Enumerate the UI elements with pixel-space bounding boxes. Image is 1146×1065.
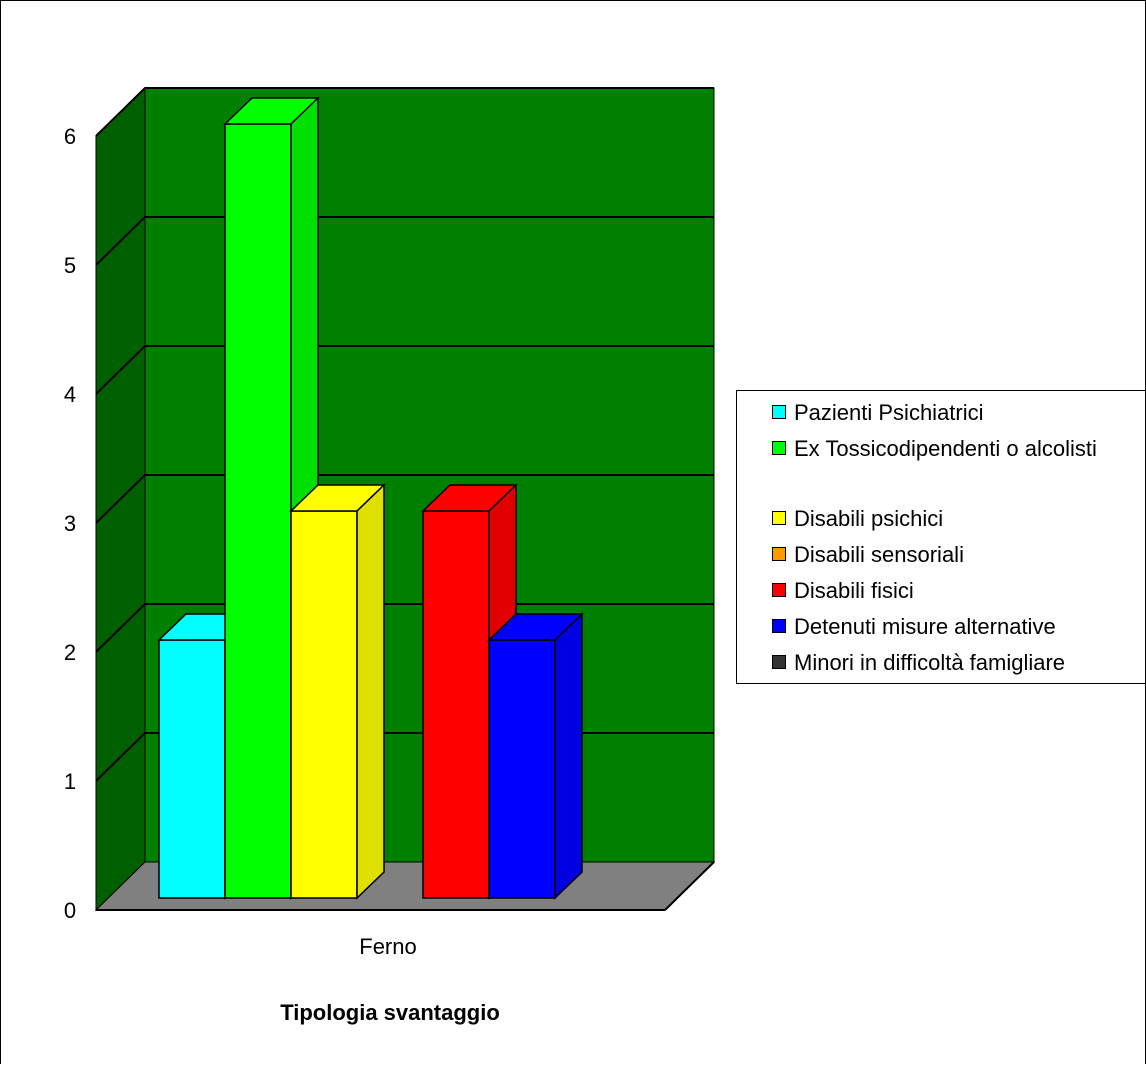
- gridline: [95, 474, 714, 524]
- y-tick-label: 4: [64, 382, 76, 407]
- bar-front: [158, 639, 226, 899]
- legend-item: Disabili sensoriali: [737, 541, 1114, 569]
- legend-label: Disabili sensoriali: [794, 542, 964, 567]
- legend: Pazienti Psichiatrici Ex Tossicodipendent…: [736, 390, 1146, 684]
- y-tick-label: 3: [64, 511, 76, 536]
- legend-item: Disabili psichici: [737, 505, 1114, 533]
- y-tick-label: 0: [64, 898, 76, 923]
- legend-label: Disabili psichici: [794, 506, 944, 531]
- legend-swatch: [772, 547, 786, 561]
- x-category-label: Ferno: [359, 934, 416, 959]
- legend-label: Minori in difficoltà famigliare: [794, 650, 1066, 675]
- bar-side: [554, 612, 583, 900]
- legend-swatch: [772, 583, 786, 597]
- bar-front: [488, 639, 556, 899]
- legend-swatch: [772, 619, 786, 633]
- y-tick-label: 6: [64, 124, 76, 149]
- bar-front: [422, 510, 490, 899]
- legend-label: Pazienti Psichiatrici: [794, 400, 984, 425]
- legend-label: Disabili fisici: [794, 578, 914, 603]
- legend-item: Disabili fisici: [737, 577, 1114, 605]
- bar-3: [289, 483, 386, 900]
- legend-swatch: [772, 441, 786, 455]
- y-axis-ticks: 0 1 2 3 4 5 6: [64, 124, 76, 923]
- gridline: [95, 603, 714, 653]
- bar-front: [290, 510, 358, 899]
- legend-swatch: [772, 511, 786, 525]
- bar-side: [356, 483, 385, 900]
- y-tick-label: 1: [64, 769, 76, 794]
- x-axis-title: Tipologia svantaggio: [280, 1000, 500, 1025]
- legend-label: Detenuti misure alternative: [794, 614, 1056, 639]
- gridline: [95, 345, 714, 395]
- bars: [157, 96, 584, 900]
- legend-item: Pazienti Psichiatrici: [737, 399, 1114, 427]
- legend-item: Ex Tossicodipendenti o alcolisti: [737, 435, 1114, 463]
- legend-swatch: [772, 655, 786, 669]
- legend-item: Detenuti misure alternative: [737, 613, 1114, 641]
- bar-front: [224, 123, 292, 899]
- gridline: [95, 87, 714, 137]
- y-tick-label: 2: [64, 640, 76, 665]
- legend-label: Ex Tossicodipendenti o alcolisti: [794, 436, 1097, 461]
- y-tick-label: 5: [64, 253, 76, 278]
- gridline: [95, 216, 714, 266]
- bar-6: [487, 612, 584, 900]
- floor-edge: [664, 861, 715, 911]
- legend-swatch: [772, 405, 786, 419]
- legend-item: Minori in difficoltà famigliare: [737, 649, 1114, 677]
